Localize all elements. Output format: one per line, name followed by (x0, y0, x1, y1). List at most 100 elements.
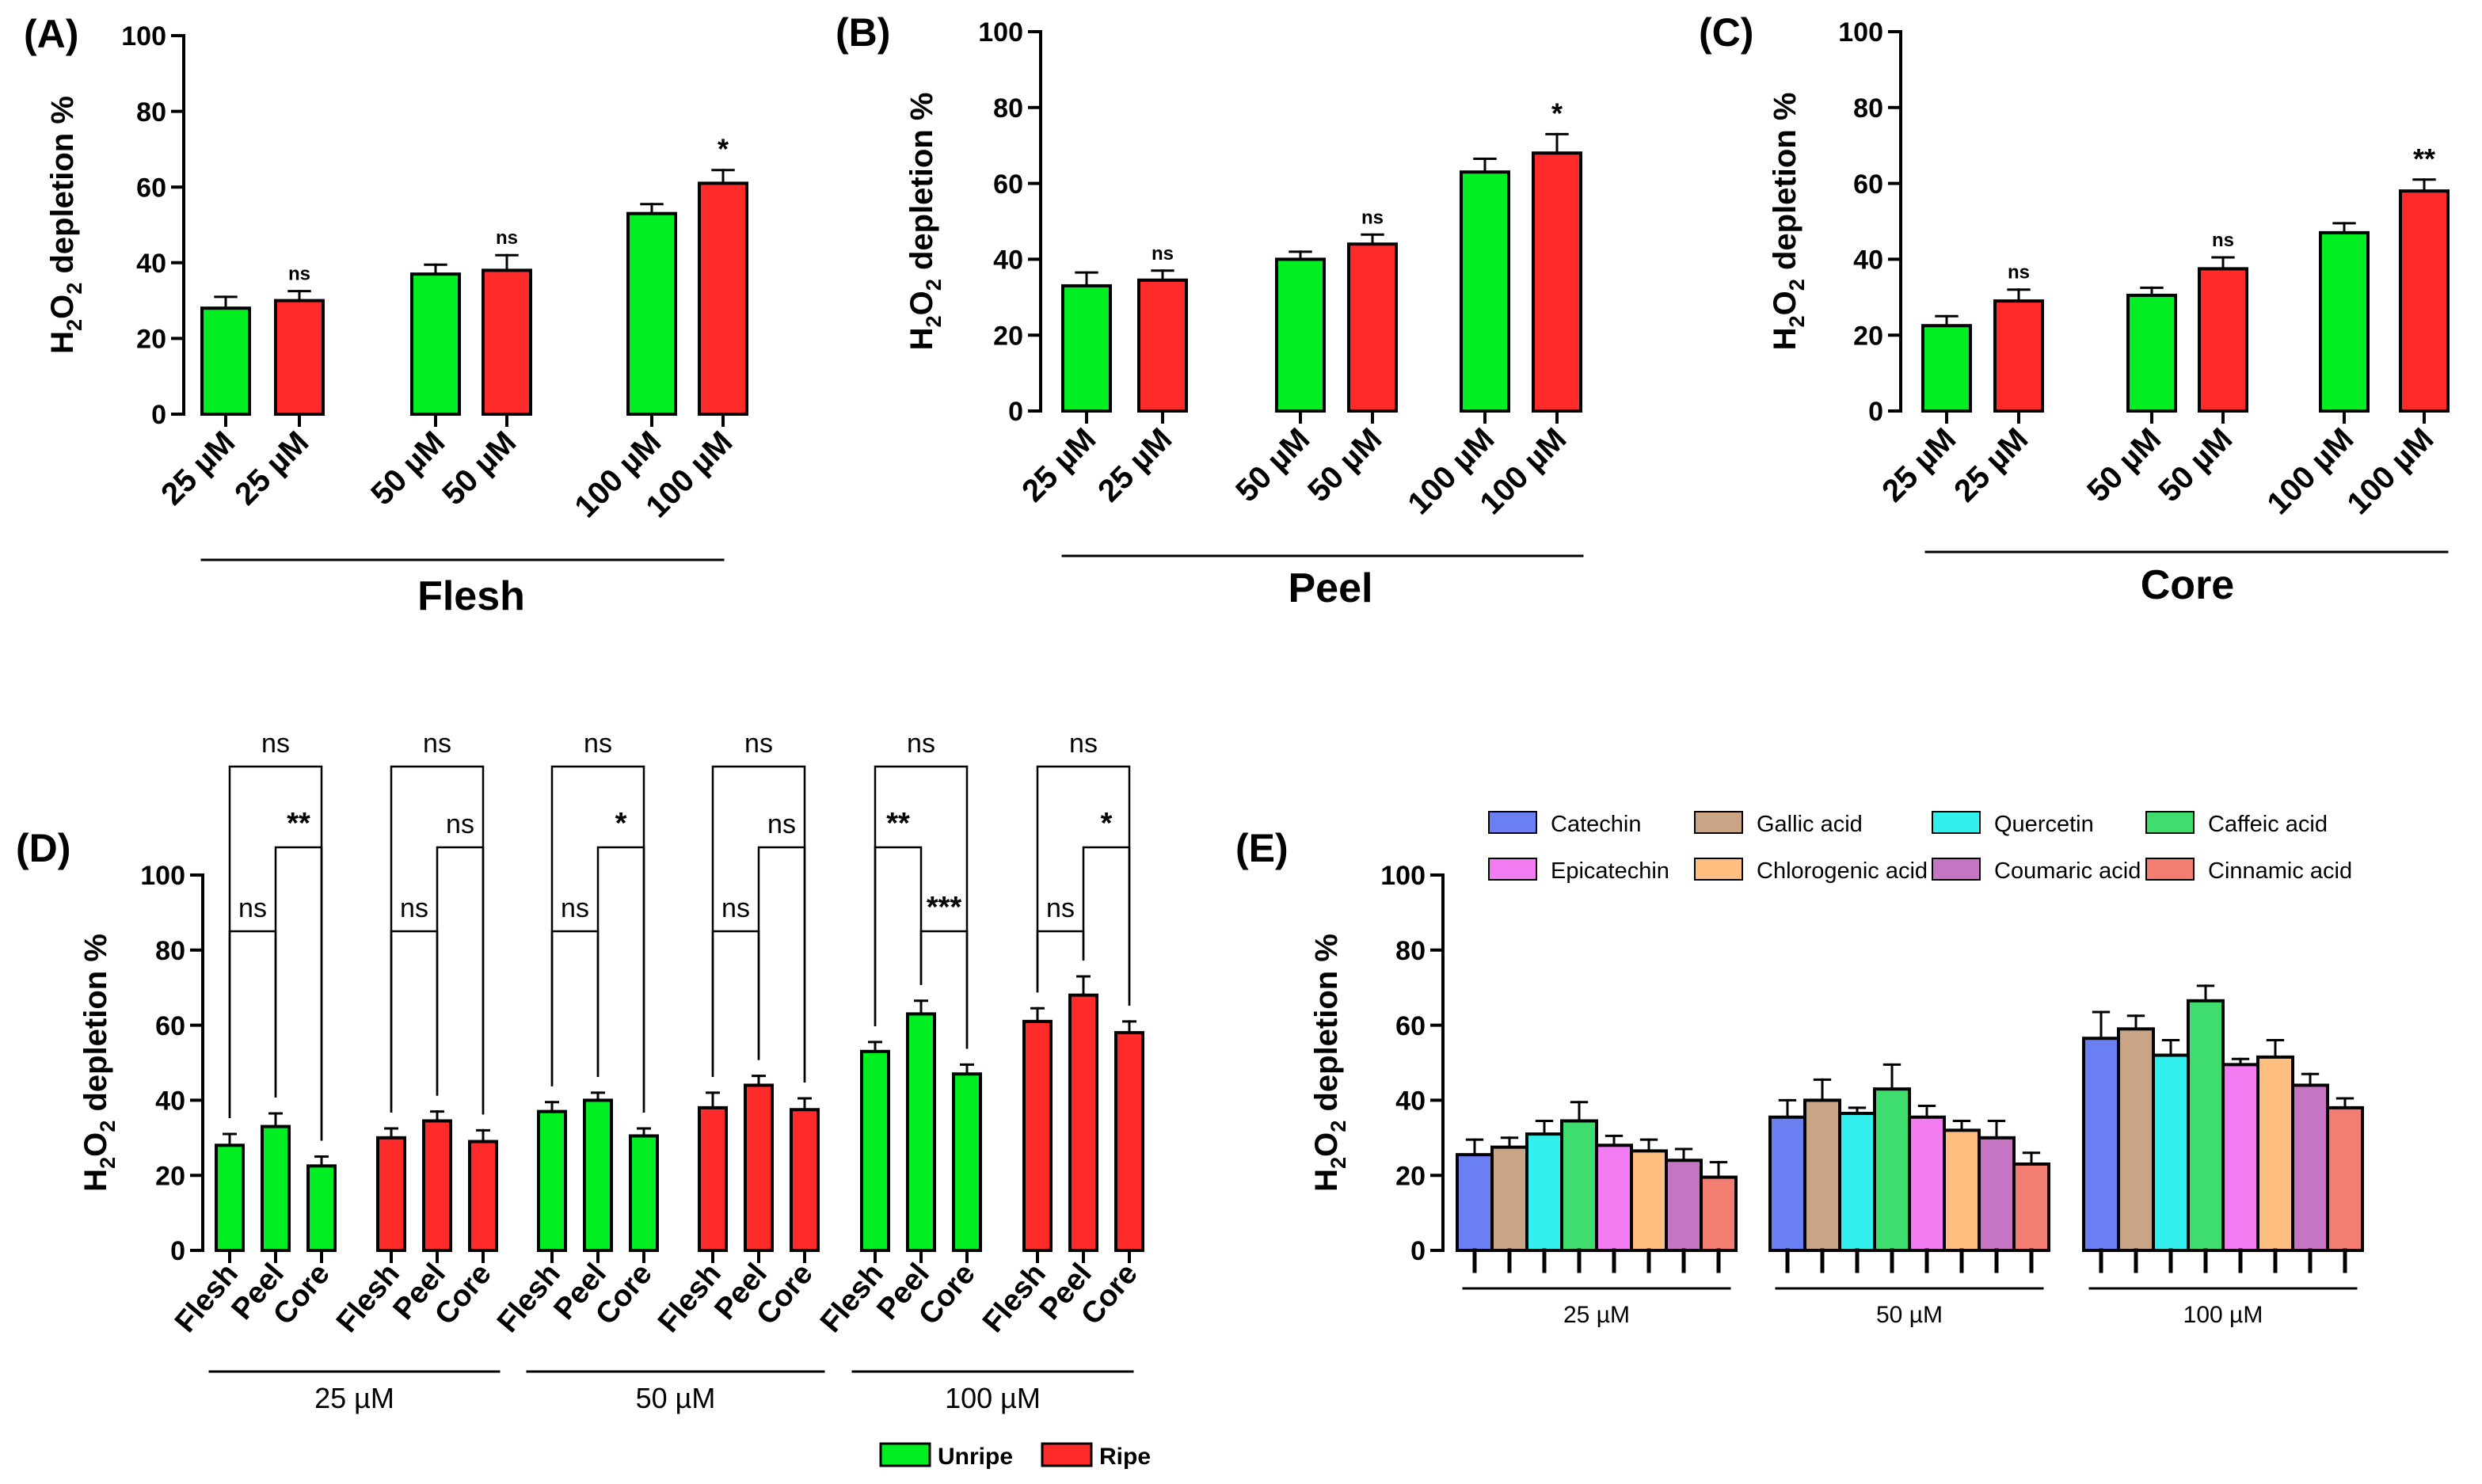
y-tick-label: 20 (993, 321, 1023, 351)
bar-unripe (1061, 283, 1112, 413)
bar-ripe (1137, 278, 1188, 413)
y-tick-label: 100 (1838, 17, 1883, 48)
y-tick-label: 0 (1868, 397, 1883, 427)
bar-unripe (261, 1124, 291, 1252)
bar-unripe (2126, 293, 2177, 413)
y-label-part: O (45, 295, 80, 319)
y-tick-label: 100 (121, 21, 166, 51)
bar-ripe (1532, 151, 1582, 413)
y-axis-label: H2O2 depletion % (904, 93, 946, 351)
significance-bracket (711, 930, 760, 1077)
bar-unripe (626, 211, 677, 416)
y-tick-label: 100 (978, 17, 1023, 48)
legend-label: Caffeic acid (2208, 812, 2328, 837)
y-label-subscript: 2 (62, 319, 86, 331)
legend-swatch-ripe (1041, 1442, 1093, 1467)
bar-unripe (215, 1143, 245, 1253)
bar-catechin (2082, 1037, 2120, 1252)
y-tick-label: 60 (1853, 169, 1883, 200)
group-label: Core (2141, 562, 2234, 608)
y-label-subscript: 2 (1784, 315, 1809, 327)
y-tick-label: 40 (136, 249, 166, 279)
significance-label: * (1551, 97, 1563, 129)
legend-label: Unripe (938, 1444, 1013, 1470)
bar-chlorogenic-acid (1630, 1149, 1668, 1253)
bar-chlorogenic-acid (2256, 1055, 2294, 1253)
significance-label: ns (907, 729, 935, 759)
significance-label: ns (584, 729, 612, 759)
y-label-part: H (904, 328, 939, 351)
y-axis-label: H2O2 depletion % (45, 96, 86, 354)
y-axis-label: H2O2 depletion % (1768, 93, 1809, 351)
y-label-part: O (904, 291, 939, 315)
y-tick-label: 0 (170, 1236, 185, 1266)
significance-label: ns (2212, 230, 2234, 251)
y-tick-label: 80 (993, 93, 1023, 124)
bar-chlorogenic-acid (1943, 1128, 1981, 1252)
y-label-subscript: 2 (921, 279, 946, 291)
bar-caffeic-acid (1873, 1087, 1911, 1253)
bar-ripe (1068, 993, 1098, 1253)
bar-ripe (422, 1119, 452, 1252)
x-tick-label: 50 µM (364, 424, 451, 512)
bar-ripe (1993, 299, 2044, 413)
y-tick-label: 60 (155, 1011, 185, 1041)
significance-label: ns (496, 227, 518, 249)
bar-unripe (200, 306, 251, 416)
bar-ripe (744, 1083, 774, 1252)
y-label-part: depletion % (904, 93, 939, 280)
significance-bracket (757, 846, 806, 1083)
y-tick-label: 60 (993, 169, 1023, 200)
legend-swatch (1694, 811, 1743, 834)
y-label-part: H (45, 331, 80, 354)
x-tick-label: 100 µM (2260, 421, 2360, 521)
bar-ripe (2399, 189, 2450, 413)
bar-unripe (410, 272, 461, 417)
x-tick-label: 100 µM (2340, 421, 2440, 521)
y-label-subscript: 2 (95, 1121, 120, 1132)
bar-epicatechin (1908, 1115, 1946, 1252)
significance-label: *** (927, 891, 962, 924)
legend: Unripe Ripe (879, 1442, 1151, 1470)
significance-label: ns (1152, 243, 1174, 264)
bar-gallic-acid (1490, 1145, 1528, 1253)
significance-label: ns (400, 893, 428, 923)
bar-quercetin (2152, 1053, 2190, 1253)
y-tick-label: 80 (1395, 936, 1426, 966)
panel-label: (A) (24, 12, 78, 56)
x-tick-label: 25 µM (1015, 421, 1102, 508)
bar-coumaric-acid (1978, 1136, 2016, 1253)
panel-label: (E) (1235, 826, 1289, 870)
bar-quercetin (1838, 1111, 1876, 1252)
y-tick-label: 80 (1853, 93, 1883, 124)
y-tick-label: 80 (136, 97, 166, 127)
significance-label: ns (744, 729, 773, 759)
group-label: 100 µM (945, 1382, 1041, 1414)
y-tick-label: 40 (993, 245, 1023, 276)
legend-swatch (1932, 811, 1981, 834)
bar-coumaric-acid (2291, 1083, 2329, 1252)
y-label-subscript: 2 (1326, 1157, 1350, 1169)
group-label: 25 µM (314, 1382, 394, 1414)
bar-ripe (482, 268, 532, 416)
significance-bracket (274, 846, 323, 1141)
y-tick-label: 40 (1395, 1086, 1426, 1117)
bar-catechin (1768, 1115, 1806, 1252)
x-tick-label: 25 µM (1875, 421, 1962, 508)
significance-label: ** (2413, 143, 2435, 175)
significance-label: ns (238, 893, 267, 923)
significance-label: ns (767, 809, 796, 839)
y-label-part: O (78, 1132, 113, 1157)
group-label: 25 µM (1563, 1302, 1630, 1328)
bar-epicatechin (1595, 1143, 1633, 1253)
y-axis-label: H2O2 depletion % (78, 934, 120, 1192)
significance-label: ** (287, 807, 310, 840)
significance-label: ns (261, 729, 290, 759)
significance-label: ns (561, 893, 589, 923)
significance-label: ns (423, 729, 451, 759)
